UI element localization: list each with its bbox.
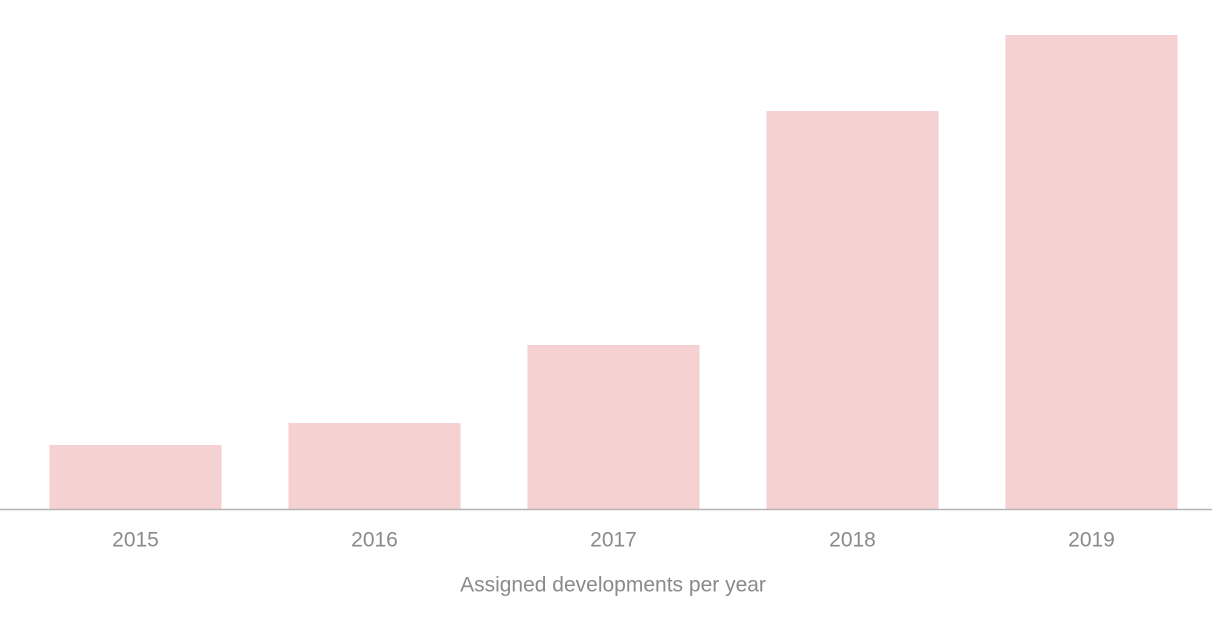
bar: [527, 345, 700, 509]
x-tick-label: 2017: [590, 529, 637, 552]
bar: [49, 445, 222, 509]
bar: [288, 423, 461, 509]
x-tick-label: 2016: [351, 529, 398, 552]
x-axis-title: Assigned developments per year: [460, 574, 766, 597]
bar: [1005, 35, 1178, 509]
x-tick-label: 2019: [1068, 529, 1115, 552]
x-tick-label: 2018: [829, 529, 876, 552]
x-tick-label: 2015: [112, 529, 159, 552]
bar: [766, 111, 939, 509]
